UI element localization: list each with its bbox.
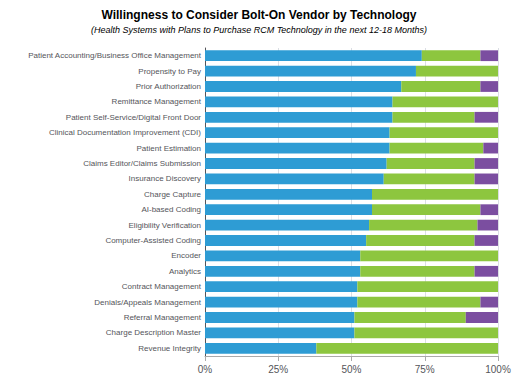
svg-text:Remittance Management: Remittance Management (112, 97, 202, 106)
svg-text:Eligibility Verification: Eligibility Verification (129, 221, 201, 230)
svg-text:Patient Estimation: Patient Estimation (137, 144, 201, 153)
svg-text:50%: 50% (341, 364, 361, 375)
svg-text:75%: 75% (415, 364, 435, 375)
svg-text:Insurance Discovery: Insurance Discovery (129, 174, 201, 183)
svg-text:Patient Self-Service/Digital F: Patient Self-Service/Digital Front Door (66, 113, 202, 122)
svg-text:Patient Accounting/Business Of: Patient Accounting/Business Office Manag… (28, 51, 202, 60)
svg-text:(Health Systems with Plans to: (Health Systems with Plans to Purchase R… (91, 25, 427, 35)
svg-text:Propensity to Pay: Propensity to Pay (138, 67, 201, 76)
svg-text:AI-based Coding: AI-based Coding (141, 205, 201, 214)
svg-text:0%: 0% (198, 364, 213, 375)
svg-text:Charge Capture: Charge Capture (144, 190, 201, 199)
svg-text:Charge Description Master: Charge Description Master (106, 328, 201, 337)
svg-text:Revenue Integrity: Revenue Integrity (138, 344, 201, 353)
svg-text:Contract Management: Contract Management (122, 282, 202, 291)
svg-text:Computer-Assisted Coding: Computer-Assisted Coding (105, 236, 201, 245)
svg-text:Prior Authorization: Prior Authorization (136, 82, 201, 91)
svg-text:Denials/Appeals Management: Denials/Appeals Management (94, 298, 202, 307)
svg-text:100%: 100% (485, 364, 511, 375)
svg-text:Clinical Documentation Improve: Clinical Documentation Improvement (CDI) (49, 128, 201, 137)
svg-text:Claims Editor/Claims Submissio: Claims Editor/Claims Submission (83, 159, 201, 168)
svg-text:Encoder: Encoder (171, 251, 201, 260)
svg-text:Referral Management: Referral Management (124, 313, 202, 322)
svg-text:25%: 25% (268, 364, 288, 375)
svg-text:Analytics: Analytics (169, 267, 201, 276)
svg-text:Willingness to Consider Bolt-O: Willingness to Consider Bolt-On Vendor b… (101, 8, 416, 22)
